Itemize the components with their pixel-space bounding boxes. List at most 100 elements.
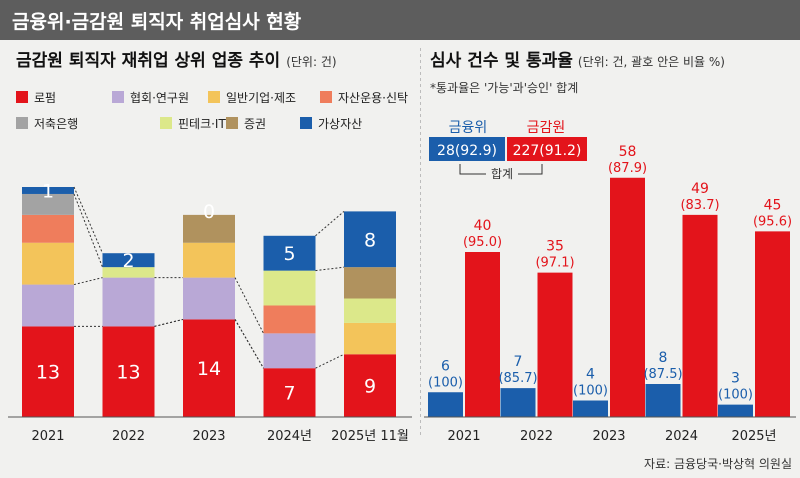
- segment-label: 14: [197, 358, 221, 380]
- total-bracket: [459, 164, 543, 175]
- connector-line: [73, 277, 103, 286]
- value-label: 40: [474, 218, 492, 234]
- rate-label: (100): [718, 388, 753, 403]
- segment-label: 8: [364, 229, 376, 251]
- left-chart-unit: (단위: 건): [286, 55, 336, 69]
- total-value-fsc: 28(92.9): [437, 143, 497, 159]
- bar: [537, 272, 573, 417]
- value-label: 35: [546, 239, 564, 255]
- bar: [428, 392, 463, 417]
- connector-line: [234, 277, 264, 334]
- legend-swatch: [112, 91, 124, 103]
- rate-label: (95.0): [463, 235, 502, 250]
- right-chart-unit: (단위: 건, 괄호 안은 비율 %): [578, 55, 725, 69]
- bar: [610, 177, 645, 417]
- connector-line: [315, 266, 345, 272]
- bar-segment: [102, 267, 155, 278]
- bar: [500, 388, 536, 417]
- source-note: 자료: 금융당국·박상혁 의원실: [644, 457, 792, 471]
- left-chart-title: 금감원 퇴직자 재취업 상위 업종 추이 (단위: 건): [16, 50, 337, 71]
- x-tick-label: 2024: [665, 429, 698, 444]
- x-tick-label: 2022: [112, 429, 145, 444]
- bar-segment: [263, 270, 316, 306]
- bar: [718, 404, 753, 417]
- bar-segment: [344, 354, 396, 417]
- rate-label: (83.7): [680, 198, 719, 213]
- value-label: 6: [441, 358, 450, 374]
- segment-label: 0: [203, 201, 215, 223]
- bar-segment: [344, 267, 396, 299]
- total-box-fsc: [429, 137, 505, 161]
- value-label: 8: [659, 350, 668, 366]
- bar-segment: [102, 253, 155, 268]
- rate-label: (97.1): [535, 256, 574, 271]
- total-value-fss: 227(91.2): [513, 143, 582, 159]
- bar-segment: [22, 242, 74, 285]
- bar-segment: [102, 326, 155, 417]
- segment-label: 9: [364, 376, 376, 398]
- bar-segment: [102, 277, 155, 327]
- legend-label: 일반기업·제조: [226, 91, 296, 105]
- bar: [645, 384, 681, 417]
- value-label: 7: [514, 354, 523, 370]
- bar: [465, 252, 500, 417]
- x-tick-label: 2022: [520, 429, 553, 444]
- legend-swatch: [300, 117, 312, 129]
- segment-label: 1: [42, 180, 54, 202]
- value-label: 58: [619, 144, 637, 160]
- bar-segment: [22, 193, 74, 215]
- legend-swatch: [16, 117, 28, 129]
- segment-label: 7: [283, 383, 295, 405]
- legend-label: 협회·연구원: [130, 91, 189, 105]
- total-label: 합계: [491, 167, 513, 181]
- bar-segment: [183, 242, 235, 278]
- x-tick-label: 2025년 11월: [331, 429, 409, 444]
- segment-label: 13: [116, 362, 140, 384]
- connector-line: [315, 211, 345, 237]
- x-tick-label: 2025년: [731, 429, 776, 444]
- value-label: 45: [764, 197, 782, 213]
- rate-label: (100): [428, 375, 463, 390]
- series-label-fss: 금감원: [527, 120, 566, 136]
- title-banner: 금융위·금감원 퇴직자 취업심사 현황: [0, 0, 800, 40]
- series-label-fsc: 금융위: [449, 120, 488, 136]
- legend-swatch: [160, 117, 172, 129]
- connector-line: [234, 319, 264, 369]
- stacked-bar-chart: 금감원 퇴직자 재취업 상위 업종 추이 (단위: 건) 로펌 협회·연구원 일반기업·…: [8, 50, 412, 444]
- rate-label: (87.9): [608, 161, 647, 176]
- legend-label: 로펌: [34, 91, 56, 105]
- legend-swatch: [16, 91, 28, 103]
- legend-label: 핀테크·IT: [178, 117, 226, 131]
- bar-segment: [344, 322, 396, 355]
- connector-line: [315, 353, 345, 369]
- x-tick-label: 2024년: [267, 429, 312, 444]
- rate-label: (85.7): [498, 371, 537, 386]
- bar-segment: [263, 235, 316, 271]
- total-box-fss: [507, 137, 587, 161]
- rate-label: (100): [573, 384, 608, 399]
- segment-label: 2: [122, 250, 134, 272]
- legend-label: 가상자산: [318, 117, 362, 131]
- bar-segment: [22, 214, 74, 243]
- right-chart-note: *통과율은 '가능'과'승인' 합계: [430, 81, 578, 95]
- connector-line: [73, 193, 103, 268]
- bar: [755, 231, 790, 417]
- x-tick-label: 2023: [592, 429, 625, 444]
- legend-swatch: [320, 91, 332, 103]
- connector-line: [73, 186, 103, 254]
- x-tick-label: 2023: [192, 429, 225, 444]
- bar-segment: [183, 277, 235, 320]
- bar-segment: [183, 319, 235, 417]
- legend-swatch: [208, 91, 220, 103]
- bar-segment: [22, 187, 74, 194]
- bar: [682, 214, 718, 417]
- bar-segment: [263, 333, 316, 369]
- segment-label: 13: [36, 362, 60, 384]
- bar-segment: [344, 211, 396, 268]
- segment-label: 5: [283, 243, 295, 265]
- infographic-title: 금융위·금감원 퇴직자 취업심사 현황: [12, 11, 302, 33]
- legend-label: 자산운용·신탁: [338, 91, 408, 105]
- value-label: 4: [586, 367, 595, 383]
- review-bar-chart: 심사 건수 및 통과율 (단위: 건, 괄호 안은 비율 %) *통과율은 '가능'…: [420, 48, 796, 444]
- value-label: 49: [691, 181, 709, 197]
